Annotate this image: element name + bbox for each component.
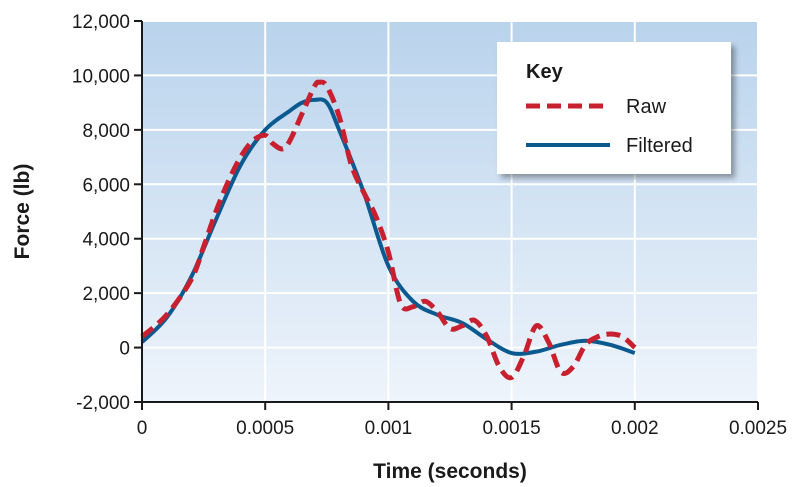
x-tick-label: 0.0015 [483, 418, 541, 439]
y-tick-label: 8,000 [82, 121, 130, 142]
x-axis-title: Time (seconds) [373, 460, 527, 483]
tick-labels: -2,000 0 2,000 4,000 6,000 8,000 10,000 12,000 0… [72, 12, 787, 439]
y-tick-label: 4,000 [82, 230, 130, 251]
series-line-raw [140, 79, 637, 381]
legend-raw-label: Raw [626, 96, 667, 118]
legend-title: Key [526, 61, 564, 83]
y-tick-label: 12,000 [72, 12, 130, 33]
x-tick-label: 0 [137, 418, 148, 439]
y-tick-label: -2,000 [76, 393, 130, 414]
legend: Key Raw Filtered [497, 42, 731, 174]
y-axis-title: Force (lb) [11, 164, 34, 260]
y-tick-label: 6,000 [82, 175, 130, 196]
legend-filtered-label: Filtered [626, 135, 693, 157]
series-layer [140, 79, 637, 381]
axes [134, 20, 759, 410]
x-tick-label: 0.002 [611, 418, 659, 439]
y-tick-label: 10,000 [72, 66, 130, 87]
y-tick-label: 2,000 [82, 284, 130, 305]
y-tick-label: 0 [119, 339, 130, 360]
x-tick-label: 0.0005 [236, 418, 294, 439]
x-tick-label: 0.001 [365, 418, 413, 439]
x-tick-label: 0.0025 [729, 418, 787, 439]
